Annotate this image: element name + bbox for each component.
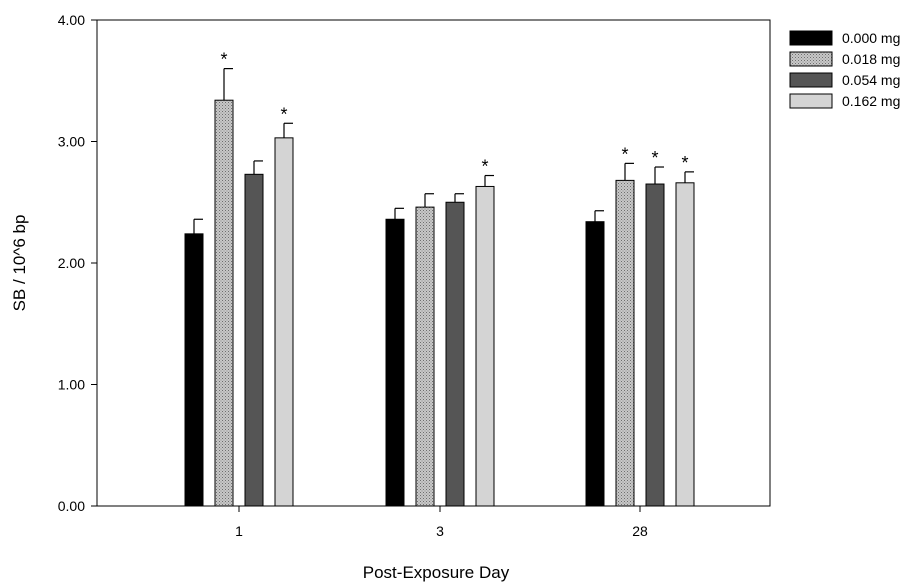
bar	[274, 137, 294, 507]
x-tick-label: 28	[632, 523, 648, 539]
y-tick-label: 3.00	[58, 134, 85, 150]
bar	[184, 233, 204, 507]
y-axis-title: SB / 10^6 bp	[10, 215, 29, 312]
significance-marker: *	[621, 144, 628, 164]
y-tick-label: 4.00	[58, 12, 85, 28]
legend-swatch	[789, 72, 833, 88]
bar	[585, 221, 605, 507]
significance-marker: *	[481, 157, 488, 177]
bar	[675, 182, 695, 507]
legend-swatch	[789, 93, 833, 109]
significance-marker: *	[651, 148, 658, 168]
x-axis: 1 3 28	[235, 506, 648, 539]
x-axis-title: Post-Exposure Day	[363, 563, 510, 582]
y-tick-label: 2.00	[58, 255, 85, 271]
y-tick-label: 1.00	[58, 377, 85, 393]
bar	[415, 206, 435, 507]
bar	[244, 173, 264, 507]
legend-label: 0.000 mg	[842, 30, 900, 46]
legend-label: 0.054 mg	[842, 72, 900, 88]
y-tick-label: 0.00	[58, 498, 85, 514]
legend: 0.000 mg 0.018 mg 0.054 mg 0.162 mg	[789, 30, 900, 109]
bar	[214, 99, 234, 507]
significance-marker: *	[681, 153, 688, 173]
legend-swatch	[789, 30, 833, 46]
bar	[615, 179, 635, 507]
y-axis: 0.00 1.00 2.00 3.00 4.00	[58, 12, 97, 514]
significance-marker: *	[280, 104, 287, 124]
bar	[475, 185, 495, 507]
x-tick-label: 1	[235, 523, 243, 539]
bar	[445, 201, 465, 507]
bar	[645, 183, 665, 507]
legend-swatch	[789, 51, 833, 67]
legend-label: 0.162 mg	[842, 93, 900, 109]
bar	[385, 218, 405, 507]
legend-label: 0.018 mg	[842, 51, 900, 67]
x-tick-label: 3	[436, 523, 444, 539]
bars-layer: * * * * * *	[184, 50, 695, 507]
significance-marker: *	[220, 50, 227, 70]
